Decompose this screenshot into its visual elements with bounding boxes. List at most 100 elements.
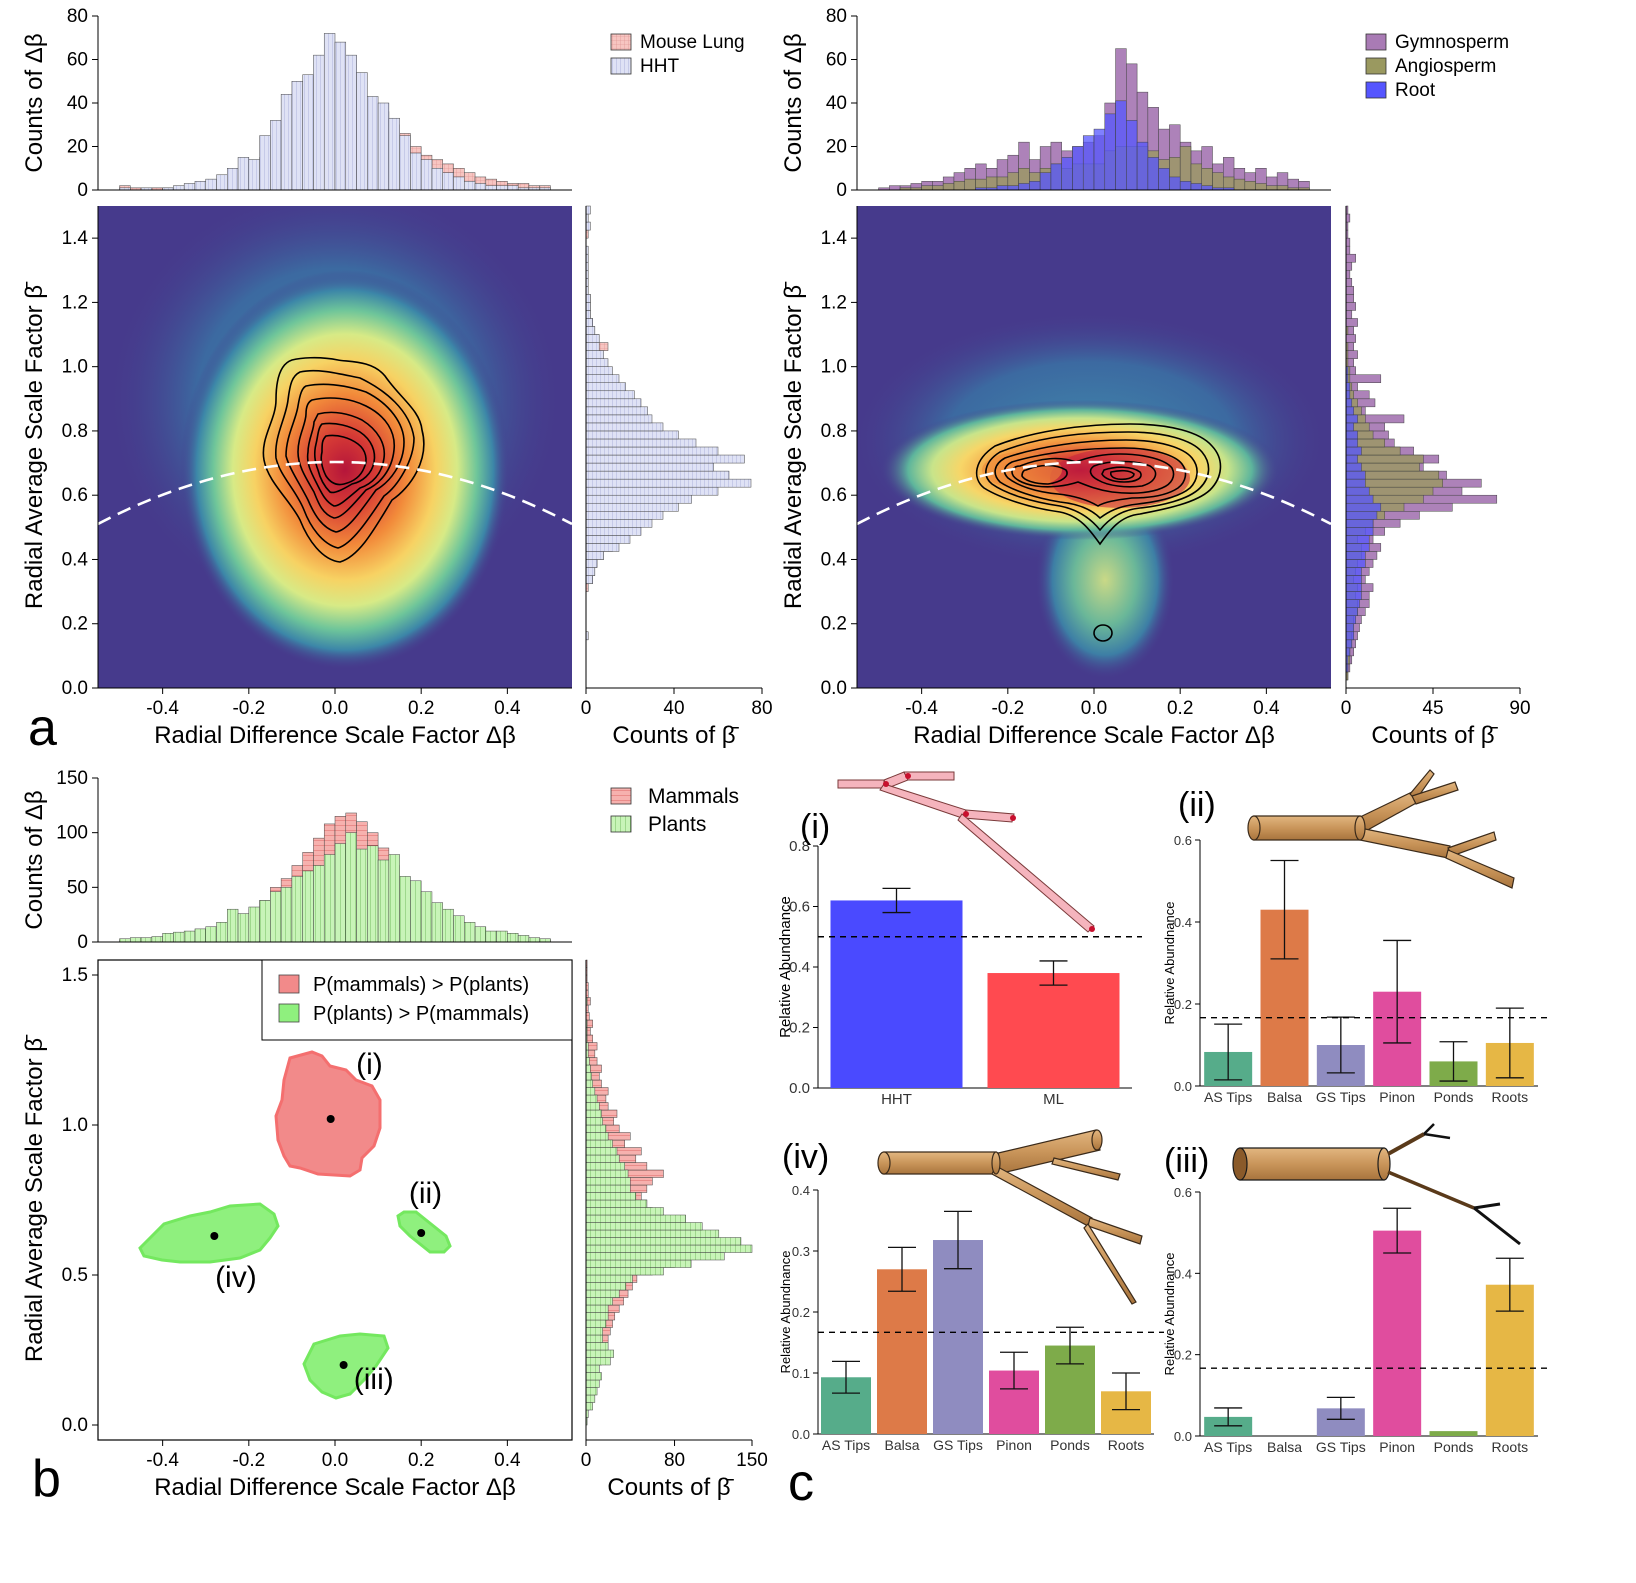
hist-bar bbox=[302, 870, 314, 943]
x-axis-label: Radial Difference Scale Factor Δβ bbox=[913, 722, 1275, 749]
bar-balsa bbox=[877, 1269, 927, 1434]
hist-bar bbox=[356, 72, 368, 191]
category-label: AS Tips bbox=[1204, 1439, 1252, 1455]
y-tick-label: 0.0 bbox=[1174, 1079, 1192, 1094]
hist-bar bbox=[942, 183, 955, 191]
hist-bar bbox=[1345, 430, 1358, 440]
hist-bar bbox=[585, 318, 593, 327]
y-tick-label: 0.0 bbox=[1174, 1429, 1192, 1444]
hist-bar bbox=[474, 926, 487, 943]
y-tick-label: 1.5 bbox=[62, 965, 88, 986]
hist-bar bbox=[1345, 535, 1370, 544]
hist-bar bbox=[130, 937, 142, 943]
hist-bar bbox=[585, 406, 648, 416]
hist-bar bbox=[1345, 639, 1353, 649]
hist-bar bbox=[585, 350, 604, 359]
density-core-peak bbox=[1050, 448, 1190, 508]
tree-illustration-ii bbox=[1247, 769, 1515, 889]
subpanel-label: (ii) bbox=[1178, 786, 1216, 824]
hist-bar bbox=[932, 185, 944, 191]
legend-label-angiosperm: Angiosperm bbox=[1395, 56, 1496, 77]
hist-bar bbox=[585, 1132, 609, 1141]
top-hist-y-tick-label: 20 bbox=[67, 137, 88, 158]
right-hist-x-tick-label: 150 bbox=[736, 1450, 768, 1471]
hist-bar bbox=[313, 54, 325, 191]
category-label: Balsa bbox=[1267, 1089, 1302, 1105]
hist-bar bbox=[205, 926, 217, 943]
category-label: ML bbox=[1043, 1091, 1064, 1108]
hist-bar bbox=[528, 937, 540, 943]
hist-bar bbox=[216, 922, 228, 943]
hist-bar bbox=[237, 157, 250, 191]
hist-bar bbox=[585, 470, 730, 480]
hist-bar bbox=[334, 41, 347, 191]
hist-bar bbox=[464, 922, 476, 943]
density-contours bbox=[262, 356, 425, 563]
hist-bar bbox=[585, 334, 600, 343]
hist-bar bbox=[585, 1109, 602, 1118]
hist-bar bbox=[585, 1289, 620, 1298]
hist-bar bbox=[1345, 647, 1351, 657]
y-tick-label: 1.2 bbox=[821, 292, 847, 313]
hist-series-hht bbox=[119, 33, 551, 191]
hist-bar bbox=[507, 933, 519, 943]
hist-bar bbox=[485, 185, 497, 191]
hist-bar bbox=[1018, 183, 1030, 191]
bar-chart-ii: 0.0 0.2 0.4 0.6 Relative Abundnance AS Tips Ba… bbox=[1162, 786, 1548, 1105]
hist-bar bbox=[1050, 163, 1062, 191]
hist-bar bbox=[323, 854, 336, 943]
x-axis-label: Radial Difference Scale Factor Δβ bbox=[154, 722, 516, 749]
hist-bar bbox=[585, 1214, 686, 1223]
legend-swatch-mammals bbox=[610, 787, 632, 805]
x-tick-label: -0.2 bbox=[232, 1450, 265, 1471]
region-center-point bbox=[326, 1115, 335, 1123]
hist-bar bbox=[585, 294, 591, 303]
hist-bar bbox=[291, 876, 303, 943]
top-hist-y-tick-label: 20 bbox=[826, 137, 847, 158]
legend-label-gymnosperm: Gymnosperm bbox=[1395, 32, 1509, 53]
legend-label-hht: HHT bbox=[640, 56, 679, 77]
hist-bar bbox=[496, 930, 508, 943]
category-label: AS Tips bbox=[1204, 1089, 1252, 1105]
right-hist-x-tick-label: 0 bbox=[581, 1450, 592, 1471]
hist-bar bbox=[1345, 294, 1354, 303]
y-tick-label: 0.0 bbox=[792, 1427, 810, 1442]
hist-bar bbox=[1345, 559, 1366, 568]
region-iv-plants bbox=[138, 1202, 280, 1264]
top-hist-y-tick-label: 50 bbox=[67, 877, 88, 898]
y-tick-label: 0.1 bbox=[792, 1366, 810, 1381]
y-tick-label: 0.8 bbox=[62, 421, 88, 442]
axes: -0.4 -0.2 0.0 0.2 0.4 0.0 0.2 0.4 0.6 0.8 1.0 1.2 1.… bbox=[21, 206, 572, 749]
hist-bar bbox=[356, 848, 368, 943]
hist-bar bbox=[585, 1334, 603, 1343]
hist-bar bbox=[1158, 168, 1170, 191]
x-tick-label: 0.2 bbox=[408, 698, 434, 719]
hist-bar bbox=[585, 1237, 742, 1246]
right-hist-x-tick-label: 0 bbox=[1341, 698, 1352, 719]
hist-bar bbox=[585, 519, 653, 528]
hist-bar bbox=[1345, 478, 1366, 488]
x-tick-label: -0.4 bbox=[146, 698, 179, 719]
hist-bar bbox=[313, 865, 325, 943]
hist-bar bbox=[1147, 157, 1159, 191]
hist-bar bbox=[1345, 470, 1366, 480]
hist-bar bbox=[1345, 213, 1351, 223]
hist-bar bbox=[585, 1072, 592, 1081]
hist-series-plants bbox=[585, 997, 753, 1426]
hist-bar bbox=[227, 908, 239, 943]
legend-swatch-plants-region bbox=[278, 1003, 300, 1023]
x-tick-label: -0.4 bbox=[905, 698, 938, 719]
hist-bar bbox=[1093, 128, 1106, 191]
hist-bar bbox=[585, 326, 596, 335]
y-tick-label: 0.8 bbox=[789, 838, 810, 855]
hist-bar bbox=[1244, 181, 1256, 191]
hist-bar bbox=[1345, 567, 1362, 576]
hist-bar bbox=[585, 358, 609, 367]
x-tick-label: 0.4 bbox=[494, 698, 521, 719]
hist-bar bbox=[585, 1282, 627, 1291]
hist-bar bbox=[585, 527, 642, 536]
legend-swatch-gymnosperm bbox=[1365, 33, 1387, 51]
hist-bar bbox=[151, 936, 163, 943]
x-tick-label: 0.4 bbox=[494, 1450, 521, 1471]
hist-bar bbox=[345, 832, 357, 943]
